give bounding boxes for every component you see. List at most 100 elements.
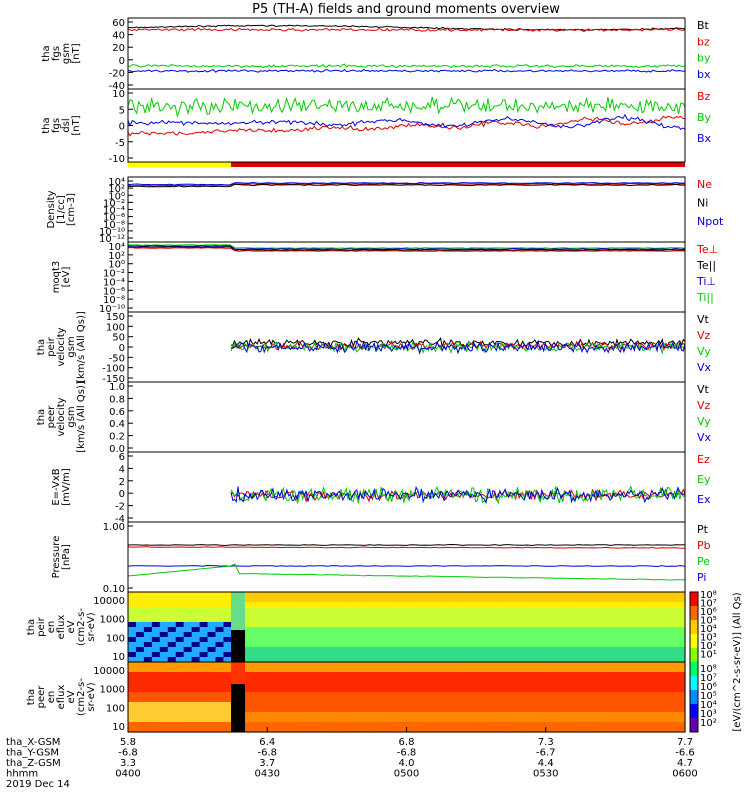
heat-cell (462, 692, 471, 698)
heat-cell (533, 707, 543, 713)
heat-cell (334, 677, 344, 683)
heat-cell (557, 672, 567, 678)
heat-cell (303, 642, 312, 648)
heat-cell (462, 712, 471, 718)
heat-cell (191, 652, 201, 658)
heat-cell (629, 622, 638, 628)
heat-cell (223, 612, 233, 618)
heat-cell (271, 682, 280, 688)
heat-cell (573, 652, 583, 658)
legend-entry: Ti|| (696, 291, 714, 304)
heat-cell (462, 677, 471, 683)
heat-cell (533, 647, 543, 653)
heat-cell (159, 707, 169, 713)
heat-cell (661, 702, 670, 708)
heat-cell (661, 597, 670, 603)
colorbar-band (690, 718, 698, 733)
heat-cell (390, 722, 400, 728)
heat-cell (151, 672, 161, 678)
heat-cell (653, 607, 662, 613)
heat-cell (549, 642, 559, 648)
heat-cell (255, 652, 264, 658)
heat-cell (637, 632, 646, 638)
colorbar-tick-label: 10⁸ (700, 664, 717, 675)
legend-entry: Ni (697, 196, 708, 209)
heat-cell (342, 662, 352, 668)
heat-cell (199, 607, 209, 613)
heat-cell (326, 707, 336, 713)
heat-cell (629, 647, 638, 653)
heat-cell (215, 617, 225, 623)
heat-cell (382, 607, 392, 613)
heat-cell (454, 662, 463, 668)
heat-cell (454, 602, 463, 608)
heat-cell (263, 637, 272, 643)
heat-cell (525, 707, 535, 713)
heat-cell (446, 707, 455, 713)
heat-cell (303, 597, 312, 603)
heat-cell (207, 612, 217, 618)
heat-cell (255, 632, 264, 638)
heat-cell (406, 632, 416, 638)
heat-cell (167, 632, 177, 638)
colorbar-tick-label: 10⁸ (700, 590, 717, 601)
heat-cell (135, 622, 145, 628)
heat-cell (597, 672, 607, 678)
heat-cell (645, 692, 654, 698)
heat-cell (135, 612, 145, 618)
heat-cell (573, 697, 583, 703)
heat-cell (326, 627, 336, 633)
heat-cell (326, 592, 336, 598)
heat-cell (430, 727, 439, 733)
heat-cell (557, 692, 567, 698)
series-line-bx (127, 68, 686, 73)
heat-cell (382, 692, 392, 698)
heat-cell (677, 662, 686, 668)
heat-cell (486, 627, 495, 633)
heat-cell (279, 712, 288, 718)
heat-cell (605, 597, 614, 603)
heat-cell (271, 677, 280, 683)
heat-cell (303, 727, 312, 733)
heat-cell (135, 712, 145, 718)
y-tick-label: 150 (106, 312, 125, 323)
heat-cell (486, 727, 495, 733)
heat-cell (271, 622, 280, 628)
heat-cell (629, 607, 638, 613)
heat-cell (470, 722, 479, 728)
heat-cell (311, 602, 320, 608)
heat-cell (549, 662, 559, 668)
heat-cell (438, 657, 447, 663)
heat-cell (334, 712, 344, 718)
colorbar-tick-label: 10⁴ (700, 624, 717, 635)
heat-cell (661, 617, 670, 623)
heat-cell (406, 692, 416, 698)
heat-cell (366, 632, 376, 638)
heat-cell (557, 707, 567, 713)
heat-cell (581, 602, 591, 608)
heat-cell (382, 637, 392, 643)
heat-cell (382, 672, 392, 678)
heat-cell (621, 612, 630, 618)
heat-cell (637, 707, 646, 713)
y-axis-label: dsl (61, 118, 72, 132)
heat-cell (199, 707, 209, 713)
legend-entry: Pt (697, 523, 709, 536)
heat-cell (279, 702, 288, 708)
heat-cell (430, 672, 439, 678)
x-tick-label: 0500 (394, 769, 419, 780)
heat-cell (581, 712, 591, 718)
heat-cell (470, 717, 479, 723)
heat-cell (438, 652, 447, 658)
heat-cell (509, 707, 519, 713)
heat-cell (454, 727, 463, 733)
heat-cell (191, 697, 201, 703)
heat-cell (175, 687, 185, 693)
heat-cell (605, 602, 614, 608)
heat-cell (446, 607, 455, 613)
heat-cell (478, 657, 487, 663)
heat-cell (621, 702, 630, 708)
x-tick-label: 6.8 (399, 737, 415, 748)
heat-cell (486, 602, 495, 608)
